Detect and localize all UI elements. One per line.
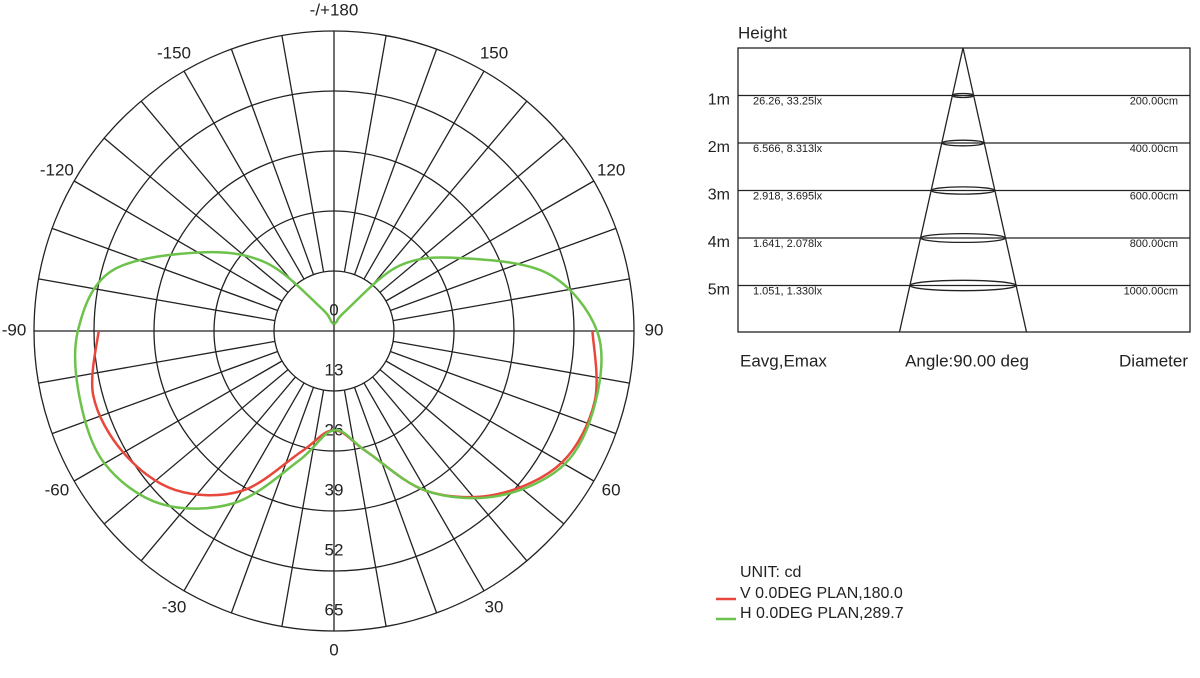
spoke	[230, 387, 315, 614]
row-illuminance: 1.641, 2.078lx	[753, 238, 823, 250]
beam-ellipse	[909, 279, 1017, 292]
spoke	[51, 227, 278, 312]
beam-ellipse	[951, 92, 975, 99]
row-diameter: 200.00cm	[1130, 95, 1178, 107]
spoke	[281, 35, 325, 273]
beam-footer-center: Angle:90.00 deg	[905, 351, 1029, 370]
beam-ellipse	[930, 186, 996, 195]
row-illuminance: 6.566, 8.313lx	[753, 143, 823, 155]
spoke	[353, 48, 438, 275]
beam-footer-left: Eavg,Emax	[740, 351, 827, 370]
angle-label: -150	[157, 43, 191, 62]
spoke	[183, 70, 305, 280]
spoke	[103, 137, 289, 293]
spoke	[363, 382, 485, 592]
spoke	[372, 376, 528, 562]
ring-label: 13	[325, 360, 344, 379]
row-height: 4m	[708, 234, 730, 251]
angle-label: -60	[45, 480, 70, 499]
row-diameter: 600.00cm	[1130, 190, 1178, 202]
unit-label: UNIT: cd	[740, 564, 801, 581]
ring-label: 65	[325, 600, 344, 619]
row-height: 2m	[708, 139, 730, 156]
angle-label: 120	[597, 160, 625, 179]
row-diameter: 1000.00cm	[1124, 285, 1178, 297]
curve	[90, 330, 598, 499]
spoke	[230, 48, 315, 275]
spoke	[343, 35, 387, 273]
spoke	[38, 278, 276, 322]
spoke	[140, 100, 296, 286]
row-height: 5m	[708, 282, 730, 299]
spoke	[392, 278, 630, 322]
beam-ellipse	[919, 232, 1007, 244]
legend-label: H 0.0DEG PLAN,289.7	[740, 605, 904, 622]
angle-label: -30	[162, 598, 187, 617]
row-illuminance: 1.051, 1.330lx	[753, 285, 823, 297]
angle-label: -90	[2, 320, 27, 339]
angle-label: 30	[485, 598, 504, 617]
spoke	[183, 382, 305, 592]
spoke	[379, 369, 565, 525]
spoke	[140, 376, 296, 562]
spoke	[372, 100, 528, 286]
row-illuminance: 2.918, 3.695lx	[753, 190, 823, 202]
angle-label: 150	[480, 43, 508, 62]
angle-label: -120	[40, 160, 74, 179]
spoke	[73, 180, 283, 302]
spoke	[73, 360, 283, 482]
row-diameter: 400.00cm	[1130, 143, 1178, 155]
spoke	[353, 387, 438, 614]
row-illuminance: 26.26, 33.25lx	[753, 95, 823, 107]
angle-label: 60	[602, 480, 621, 499]
angle-label: 0	[329, 640, 338, 659]
beam-footer-right: Diameter	[1119, 351, 1188, 370]
beam-header: Height	[738, 23, 787, 42]
spoke	[51, 350, 278, 435]
angle-label: -/+180	[310, 0, 359, 19]
spoke	[379, 137, 565, 293]
row-height: 1m	[708, 92, 730, 109]
row-height: 3m	[708, 187, 730, 204]
angle-label: 90	[645, 320, 664, 339]
spoke	[103, 369, 289, 525]
legend-label: V 0.0DEG PLAN,180.0	[740, 585, 903, 602]
spoke	[281, 389, 325, 627]
ring-label: 39	[325, 480, 344, 499]
ring-label: 52	[325, 540, 344, 559]
spoke	[38, 340, 276, 384]
spoke	[390, 227, 617, 312]
row-diameter: 800.00cm	[1130, 238, 1178, 250]
beam-ellipse	[941, 139, 985, 147]
spoke	[385, 360, 595, 482]
spoke	[390, 350, 617, 435]
ring-label: 0	[329, 300, 338, 319]
spoke	[392, 340, 630, 384]
curve	[73, 250, 603, 510]
spoke	[343, 389, 387, 627]
spoke	[385, 180, 595, 302]
spoke	[363, 70, 485, 280]
